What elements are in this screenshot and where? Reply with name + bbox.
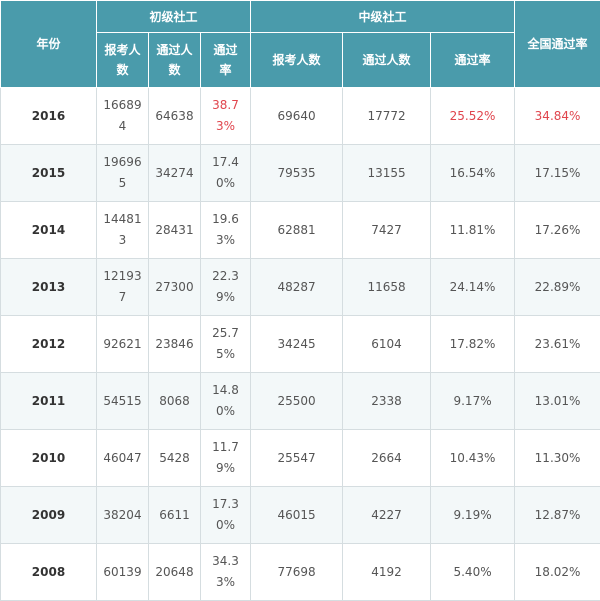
header-middle-applicants: 报考人数 — [251, 33, 343, 88]
cell-middle-rate: 10.43% — [431, 430, 515, 487]
cell-national-rate: 11.30% — [515, 430, 600, 487]
cell-middle-rate: 9.19% — [431, 487, 515, 544]
cell-middle-rate: 11.81% — [431, 202, 515, 259]
header-middle-passed: 通过人数 — [343, 33, 431, 88]
cell-year: 2014 — [1, 202, 97, 259]
cell-middle-rate: 16.54% — [431, 145, 515, 202]
cell-junior-rate: 34.33% — [201, 544, 251, 601]
cell-junior-passed: 28431 — [149, 202, 201, 259]
cell-middle-rate: 17.82% — [431, 316, 515, 373]
cell-junior-applicants: 144813 — [97, 202, 149, 259]
cell-middle-applicants: 79535 — [251, 145, 343, 202]
cell-national-rate: 12.87% — [515, 487, 600, 544]
cell-year: 2009 — [1, 487, 97, 544]
cell-junior-applicants: 92621 — [97, 316, 149, 373]
cell-middle-applicants: 62881 — [251, 202, 343, 259]
header-middle: 中级社工 — [251, 1, 515, 33]
cell-junior-rate: 38.73% — [201, 88, 251, 145]
cell-middle-rate: 25.52% — [431, 88, 515, 145]
cell-middle-applicants: 69640 — [251, 88, 343, 145]
cell-junior-applicants: 60139 — [97, 544, 149, 601]
cell-junior-applicants: 196965 — [97, 145, 149, 202]
cell-national-rate: 13.01% — [515, 373, 600, 430]
cell-junior-applicants: 46047 — [97, 430, 149, 487]
header-junior-passed: 通过人数 — [149, 33, 201, 88]
cell-junior-passed: 20648 — [149, 544, 201, 601]
cell-junior-rate: 14.80% — [201, 373, 251, 430]
cell-junior-applicants: 166894 — [97, 88, 149, 145]
cell-junior-passed: 8068 — [149, 373, 201, 430]
cell-national-rate: 18.02% — [515, 544, 600, 601]
cell-middle-passed: 2664 — [343, 430, 431, 487]
cell-junior-passed: 5428 — [149, 430, 201, 487]
cell-national-rate: 34.84% — [515, 88, 600, 145]
cell-middle-passed: 6104 — [343, 316, 431, 373]
cell-year: 2016 — [1, 88, 97, 145]
cell-national-rate: 17.26% — [515, 202, 600, 259]
header-year: 年份 — [1, 1, 97, 88]
cell-junior-rate: 17.30% — [201, 487, 251, 544]
cell-year: 2010 — [1, 430, 97, 487]
cell-junior-rate: 17.40% — [201, 145, 251, 202]
cell-year: 2011 — [1, 373, 97, 430]
cell-middle-applicants: 25547 — [251, 430, 343, 487]
cell-middle-passed: 13155 — [343, 145, 431, 202]
cell-junior-rate: 25.75% — [201, 316, 251, 373]
header-national-rate: 全国通过率 — [515, 1, 600, 88]
cell-junior-passed: 23846 — [149, 316, 201, 373]
cell-junior-rate: 22.39% — [201, 259, 251, 316]
cell-national-rate: 23.61% — [515, 316, 600, 373]
cell-junior-rate: 19.63% — [201, 202, 251, 259]
cell-junior-passed: 64638 — [149, 88, 201, 145]
cell-middle-applicants: 25500 — [251, 373, 343, 430]
cell-year: 2008 — [1, 544, 97, 601]
cell-middle-passed: 17772 — [343, 88, 431, 145]
cell-middle-passed: 7427 — [343, 202, 431, 259]
header-junior-rate: 通过率 — [201, 33, 251, 88]
cell-year: 2012 — [1, 316, 97, 373]
cell-middle-applicants: 48287 — [251, 259, 343, 316]
cell-junior-passed: 6611 — [149, 487, 201, 544]
cell-junior-passed: 27300 — [149, 259, 201, 316]
header-middle-rate: 通过率 — [431, 33, 515, 88]
cell-middle-passed: 11658 — [343, 259, 431, 316]
cell-year: 2015 — [1, 145, 97, 202]
cell-junior-applicants: 54515 — [97, 373, 149, 430]
cell-middle-passed: 2338 — [343, 373, 431, 430]
table-header: 年份 初级社工 中级社工 全国通过率 报考人数 通过人数 通过率 报考人数 通过… — [1, 1, 600, 88]
cell-middle-rate: 5.40% — [431, 544, 515, 601]
cell-junior-applicants: 38204 — [97, 487, 149, 544]
header-junior: 初级社工 — [97, 1, 251, 33]
cell-middle-passed: 4192 — [343, 544, 431, 601]
cell-junior-rate: 11.79% — [201, 430, 251, 487]
cell-middle-applicants: 34245 — [251, 316, 343, 373]
cell-middle-rate: 24.14% — [431, 259, 515, 316]
cell-middle-applicants: 77698 — [251, 544, 343, 601]
cell-middle-passed: 4227 — [343, 487, 431, 544]
header-junior-applicants: 报考人数 — [97, 33, 149, 88]
cell-national-rate: 17.15% — [515, 145, 600, 202]
cell-junior-passed: 34274 — [149, 145, 201, 202]
cell-national-rate: 22.89% — [515, 259, 600, 316]
cell-middle-applicants: 46015 — [251, 487, 343, 544]
cell-junior-applicants: 121937 — [97, 259, 149, 316]
cell-middle-rate: 9.17% — [431, 373, 515, 430]
cell-year: 2013 — [1, 259, 97, 316]
